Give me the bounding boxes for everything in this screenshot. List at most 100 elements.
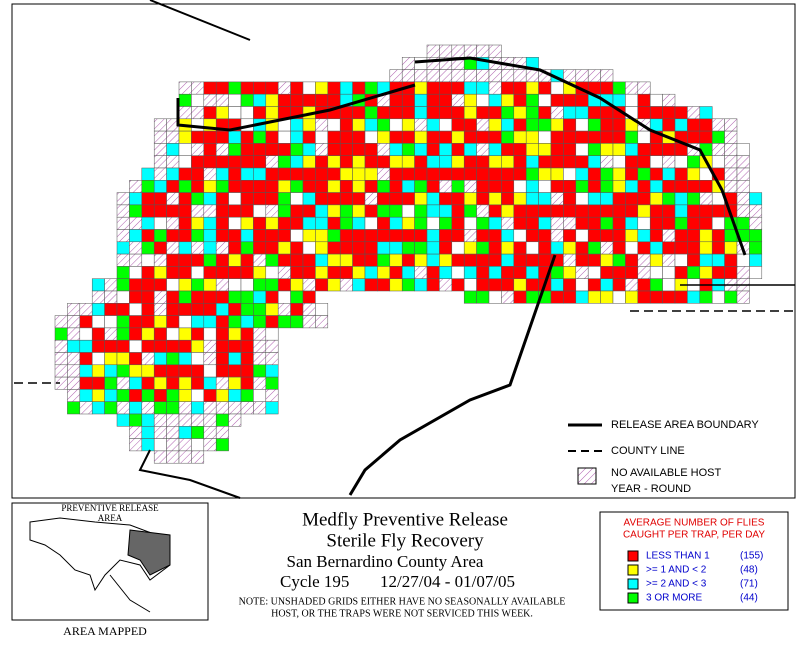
grid-cell — [240, 364, 254, 378]
grid-cell — [178, 450, 192, 464]
grid-cell — [550, 192, 564, 206]
grid-cell — [476, 216, 490, 230]
grid-cell — [662, 229, 676, 243]
grid-cell — [352, 229, 366, 243]
grid-cell — [364, 106, 378, 120]
grid-cell — [352, 167, 366, 181]
grid-cell — [141, 216, 155, 230]
grid-cell — [315, 241, 329, 255]
grid-cell — [513, 93, 527, 107]
grid-cell — [166, 130, 180, 144]
grid-cell — [265, 290, 279, 304]
grid-cell — [240, 180, 254, 193]
grid-cell — [141, 364, 155, 378]
grid-cell — [414, 57, 428, 70]
grid-cell — [265, 192, 279, 206]
grid-cell — [153, 167, 167, 181]
grid-cell — [439, 167, 453, 181]
grid-cell — [327, 143, 341, 156]
grid-cell — [488, 229, 502, 243]
grid-cell — [711, 229, 725, 243]
grid-cell — [699, 106, 713, 120]
grid-cell — [364, 180, 378, 193]
grid-cell — [178, 180, 192, 193]
grid-cell — [228, 278, 242, 292]
grid-cell — [191, 352, 205, 366]
grid-cell — [178, 93, 192, 107]
grid-cell — [178, 290, 192, 304]
grid-cell — [240, 241, 254, 255]
grid-cell — [600, 118, 614, 132]
grid-cell — [463, 253, 477, 267]
grid-cell — [674, 118, 688, 132]
grid-cell — [736, 167, 750, 181]
grid-cell — [129, 303, 143, 316]
grid-cell — [91, 278, 105, 292]
grid-cell — [191, 167, 205, 181]
grid-cell — [724, 167, 738, 181]
grid-cell — [488, 253, 502, 267]
grid-cell — [129, 278, 143, 292]
grid-cell — [129, 192, 143, 206]
grid-cell — [377, 241, 391, 255]
grid-cell — [525, 143, 539, 156]
grid-cell — [116, 303, 130, 316]
grid-cell — [153, 216, 167, 230]
legend-text: NO AVAILABLE HOST — [611, 467, 722, 479]
grid-cell — [538, 241, 552, 255]
grid-cell — [501, 278, 515, 292]
grid-cell — [463, 130, 477, 144]
grid-cell — [290, 290, 304, 304]
grid-cell — [203, 315, 217, 329]
grid-cell — [563, 93, 577, 107]
grid-cell — [401, 143, 415, 156]
grid-cell — [203, 167, 217, 181]
legend-text: RELEASE AREA BOUNDARY — [611, 419, 759, 431]
grid-cell — [587, 229, 601, 243]
grid-cell — [451, 204, 465, 218]
grid-cell — [414, 93, 428, 107]
grid-cell — [513, 118, 527, 132]
grid-cell — [587, 180, 601, 193]
grid-cell — [315, 192, 329, 206]
grid-cell — [141, 303, 155, 316]
grid-cell — [116, 413, 130, 427]
legend-count: (155) — [740, 551, 763, 562]
grid-cell — [240, 155, 254, 169]
grid-cell — [153, 266, 167, 279]
grid-cell — [525, 192, 539, 206]
grid-cell — [191, 180, 205, 193]
grid-cell — [228, 106, 242, 120]
grid-cell — [104, 376, 118, 390]
grid-cell — [463, 216, 477, 230]
grid-cell — [674, 204, 688, 218]
inset-title: AREA — [98, 513, 123, 523]
grid-cell — [637, 93, 651, 107]
map-frame — [11, 3, 796, 499]
grid-cell — [649, 290, 663, 304]
legend-label: >= 2 AND < 3 — [646, 579, 707, 590]
grid-cell — [153, 303, 167, 316]
grid-cell — [575, 180, 589, 193]
grid-cell — [749, 253, 763, 267]
grid-cell — [625, 241, 639, 255]
grid-cell — [501, 290, 515, 304]
grid-cell — [401, 155, 415, 169]
grid-cell — [228, 413, 242, 427]
grid-cell — [563, 106, 577, 120]
grid-cell — [141, 278, 155, 292]
grid-cell — [389, 143, 403, 156]
grid-cell — [550, 266, 564, 279]
grid-cell — [625, 290, 639, 304]
grid-cell — [439, 229, 453, 243]
legend-swatch — [627, 578, 639, 590]
grid-cell — [191, 303, 205, 316]
grid-cell — [166, 229, 180, 243]
grid-cell — [463, 143, 477, 156]
grid-cell — [513, 69, 527, 83]
grid-cell — [711, 204, 725, 218]
grid-cell — [178, 327, 192, 341]
grid-cell — [191, 253, 205, 267]
grid-cell — [538, 216, 552, 230]
grid-cell — [265, 229, 279, 243]
